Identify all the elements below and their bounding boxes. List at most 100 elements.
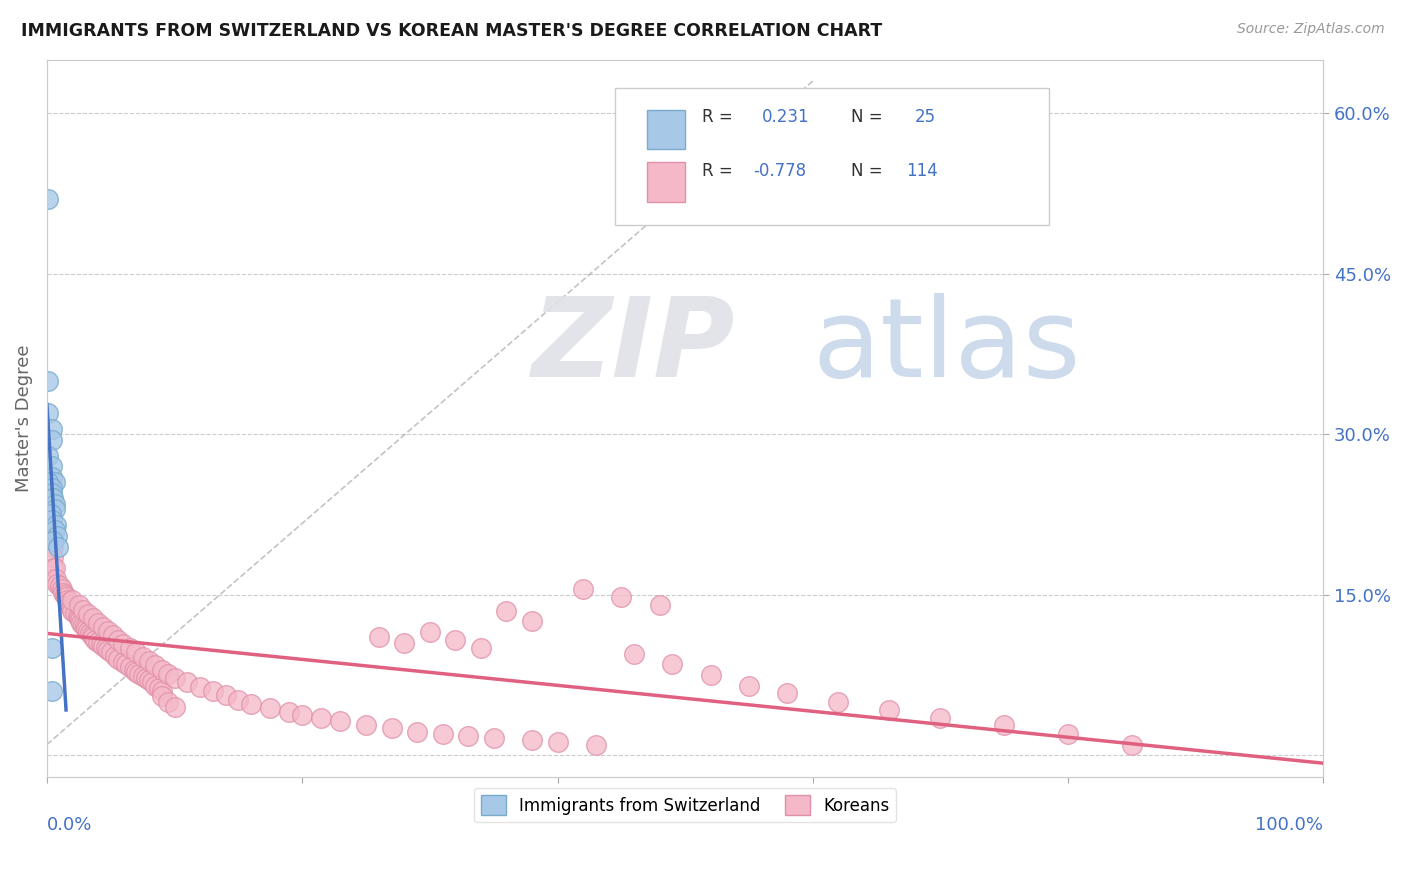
Point	[97, 624, 120, 638]
Point	[84, 632, 107, 647]
Point	[572, 582, 595, 597]
Text: 114: 114	[905, 161, 938, 180]
Point	[46, 577, 69, 591]
Point	[150, 663, 173, 677]
Point	[79, 626, 101, 640]
Point	[41, 422, 63, 436]
Point	[141, 675, 163, 690]
Point	[520, 733, 543, 747]
Point	[610, 590, 633, 604]
Point	[97, 643, 120, 657]
Point	[51, 582, 73, 597]
Point	[67, 599, 90, 613]
Point	[42, 550, 65, 565]
Bar	[647, 162, 685, 202]
Point	[41, 486, 63, 500]
Point	[1121, 738, 1143, 752]
Point	[82, 631, 104, 645]
Point	[122, 663, 145, 677]
Point	[367, 631, 389, 645]
Point	[157, 666, 180, 681]
Point	[311, 711, 333, 725]
Point	[59, 599, 82, 613]
Point	[648, 599, 671, 613]
Text: IMMIGRANTS FROM SWITZERLAND VS KOREAN MASTER'S DEGREE CORRELATION CHART: IMMIGRANTS FROM SWITZERLAND VS KOREAN MA…	[21, 22, 883, 40]
Point	[150, 690, 173, 704]
Text: 0.0%: 0.0%	[46, 816, 93, 834]
Point	[929, 711, 952, 725]
Point	[157, 695, 180, 709]
Point	[69, 613, 91, 627]
Point	[879, 703, 901, 717]
Point	[53, 588, 76, 602]
Point	[100, 645, 122, 659]
Text: ZIP: ZIP	[531, 293, 735, 400]
Point	[699, 668, 721, 682]
Point	[42, 540, 65, 554]
Point	[91, 639, 114, 653]
Point	[37, 406, 59, 420]
Point	[118, 641, 141, 656]
Point	[457, 729, 479, 743]
Point	[42, 572, 65, 586]
Point	[41, 641, 63, 656]
Point	[131, 649, 153, 664]
Point	[145, 658, 167, 673]
Point	[738, 679, 761, 693]
Point	[406, 724, 429, 739]
Text: N =: N =	[851, 108, 883, 126]
Point	[278, 706, 301, 720]
Point	[87, 615, 110, 630]
Point	[107, 652, 129, 666]
Point	[37, 192, 59, 206]
Point	[72, 617, 94, 632]
Point	[91, 620, 114, 634]
Point	[41, 459, 63, 474]
Text: 0.231: 0.231	[762, 108, 810, 126]
Point	[55, 590, 77, 604]
Point	[163, 671, 186, 685]
Point	[82, 611, 104, 625]
Point	[94, 641, 117, 656]
Point	[145, 679, 167, 693]
Point	[66, 609, 89, 624]
Text: atlas: atlas	[813, 293, 1081, 400]
Text: R =: R =	[702, 161, 733, 180]
Point	[41, 481, 63, 495]
Point	[41, 470, 63, 484]
Point	[42, 534, 65, 549]
Point	[44, 524, 66, 538]
Point	[76, 607, 98, 621]
Point	[482, 731, 505, 745]
Text: Source: ZipAtlas.com: Source: ZipAtlas.com	[1237, 22, 1385, 37]
Point	[48, 540, 70, 554]
Point	[419, 625, 441, 640]
Point	[42, 561, 65, 575]
Point	[62, 604, 84, 618]
Point	[52, 585, 75, 599]
Point	[41, 491, 63, 506]
Bar	[647, 110, 685, 149]
Point	[118, 660, 141, 674]
Point	[72, 602, 94, 616]
Y-axis label: Master's Degree: Master's Degree	[15, 344, 32, 491]
Point	[115, 657, 138, 672]
Point	[125, 645, 148, 659]
Point	[150, 684, 173, 698]
Point	[125, 665, 148, 679]
Point	[41, 684, 63, 698]
Point	[103, 628, 125, 642]
Point	[46, 529, 69, 543]
Point	[70, 615, 93, 630]
Point	[60, 600, 83, 615]
Point	[37, 475, 59, 490]
Point	[176, 675, 198, 690]
Point	[75, 620, 97, 634]
Point	[45, 572, 67, 586]
Point	[993, 718, 1015, 732]
Point	[76, 624, 98, 638]
Point	[107, 632, 129, 647]
FancyBboxPatch shape	[614, 88, 1049, 225]
Point	[495, 604, 517, 618]
Point	[62, 593, 84, 607]
